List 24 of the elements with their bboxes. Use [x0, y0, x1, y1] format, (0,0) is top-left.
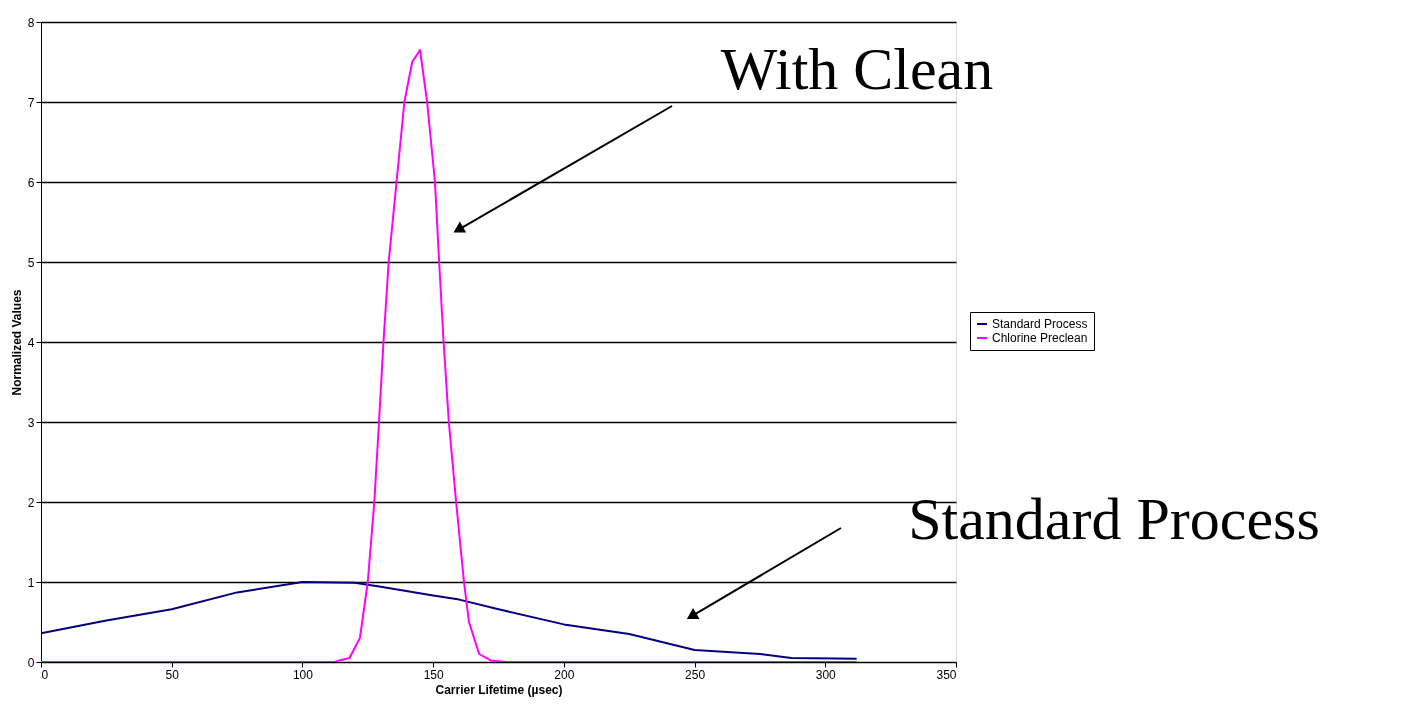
- x-tick-label: 100: [292, 667, 314, 682]
- y-axis-title: Normalized Values: [9, 289, 24, 396]
- y-tick-label: 1: [27, 575, 35, 590]
- annotation: Standard Process: [908, 486, 1320, 552]
- legend-label: Standard Process: [992, 317, 1088, 331]
- y-tick-label: 0: [27, 655, 35, 670]
- x-tick-label: 50: [165, 667, 180, 682]
- x-axis-title: Carrier Lifetime (µsec): [435, 682, 563, 697]
- line-series: [41, 581, 858, 660]
- x-tick-label: 250: [685, 667, 706, 682]
- y-tick-label: 2: [27, 495, 35, 510]
- x-tick-label: 0: [41, 667, 49, 682]
- annotation: With Clean: [720, 36, 994, 102]
- y-tick-label: 6: [27, 175, 35, 190]
- y-tick-label: 7: [27, 95, 35, 110]
- x-tick-label: 200: [554, 667, 575, 682]
- y-tick-label: 8: [27, 15, 35, 30]
- y-tick-label: 4: [27, 335, 35, 350]
- y-tick-label: 5: [27, 255, 35, 270]
- y-tick-label: 3: [27, 415, 35, 430]
- x-tick-label: 300: [815, 667, 837, 682]
- legend-label: Chlorine Preclean: [992, 331, 1088, 345]
- x-tick-label: 350: [936, 667, 957, 682]
- x-tick-label: 150: [423, 667, 444, 682]
